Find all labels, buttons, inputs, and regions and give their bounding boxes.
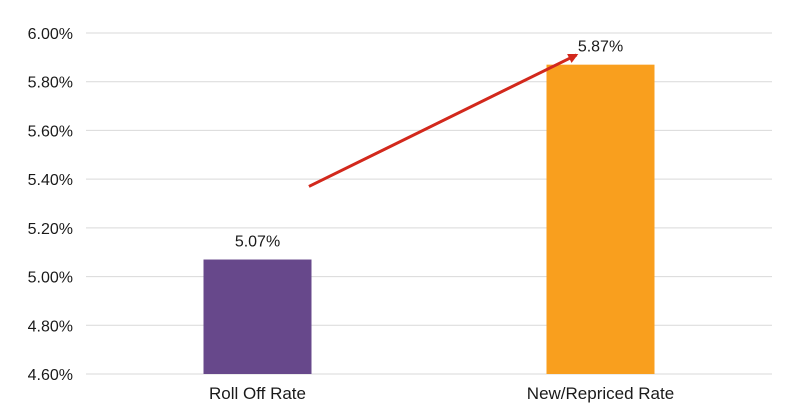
y-tick-label: 5.40%: [28, 172, 73, 189]
y-tick-label: 5.20%: [28, 221, 73, 238]
data-labels: 5.07% 5.87%: [235, 39, 623, 251]
y-tick-label: 4.60%: [28, 367, 73, 384]
annotations: [308, 53, 579, 188]
y-tick-label: 5.60%: [28, 123, 73, 140]
y-tick-label: 4.80%: [28, 318, 73, 335]
y-axis-tick-labels: 4.60% 4.80% 5.00% 5.20% 5.40% 5.60% 5.80% 6.00%: [28, 26, 73, 384]
category-label: Roll Off Rate: [209, 384, 306, 403]
category-label: New/Repriced Rate: [527, 384, 674, 403]
data-label: 5.07%: [235, 234, 280, 251]
bar: [546, 64, 655, 375]
gridlines: [86, 32, 772, 375]
trend-arrow: [308, 53, 579, 188]
bars: [203, 64, 655, 375]
x-axis-category-labels: Roll Off Rate New/Repriced Rate: [209, 384, 674, 403]
y-tick-label: 5.00%: [28, 270, 73, 287]
y-tick-label: 5.80%: [28, 75, 73, 92]
y-tick-label: 6.00%: [28, 26, 73, 43]
data-label: 5.87%: [578, 39, 623, 56]
bar: [203, 259, 312, 374]
